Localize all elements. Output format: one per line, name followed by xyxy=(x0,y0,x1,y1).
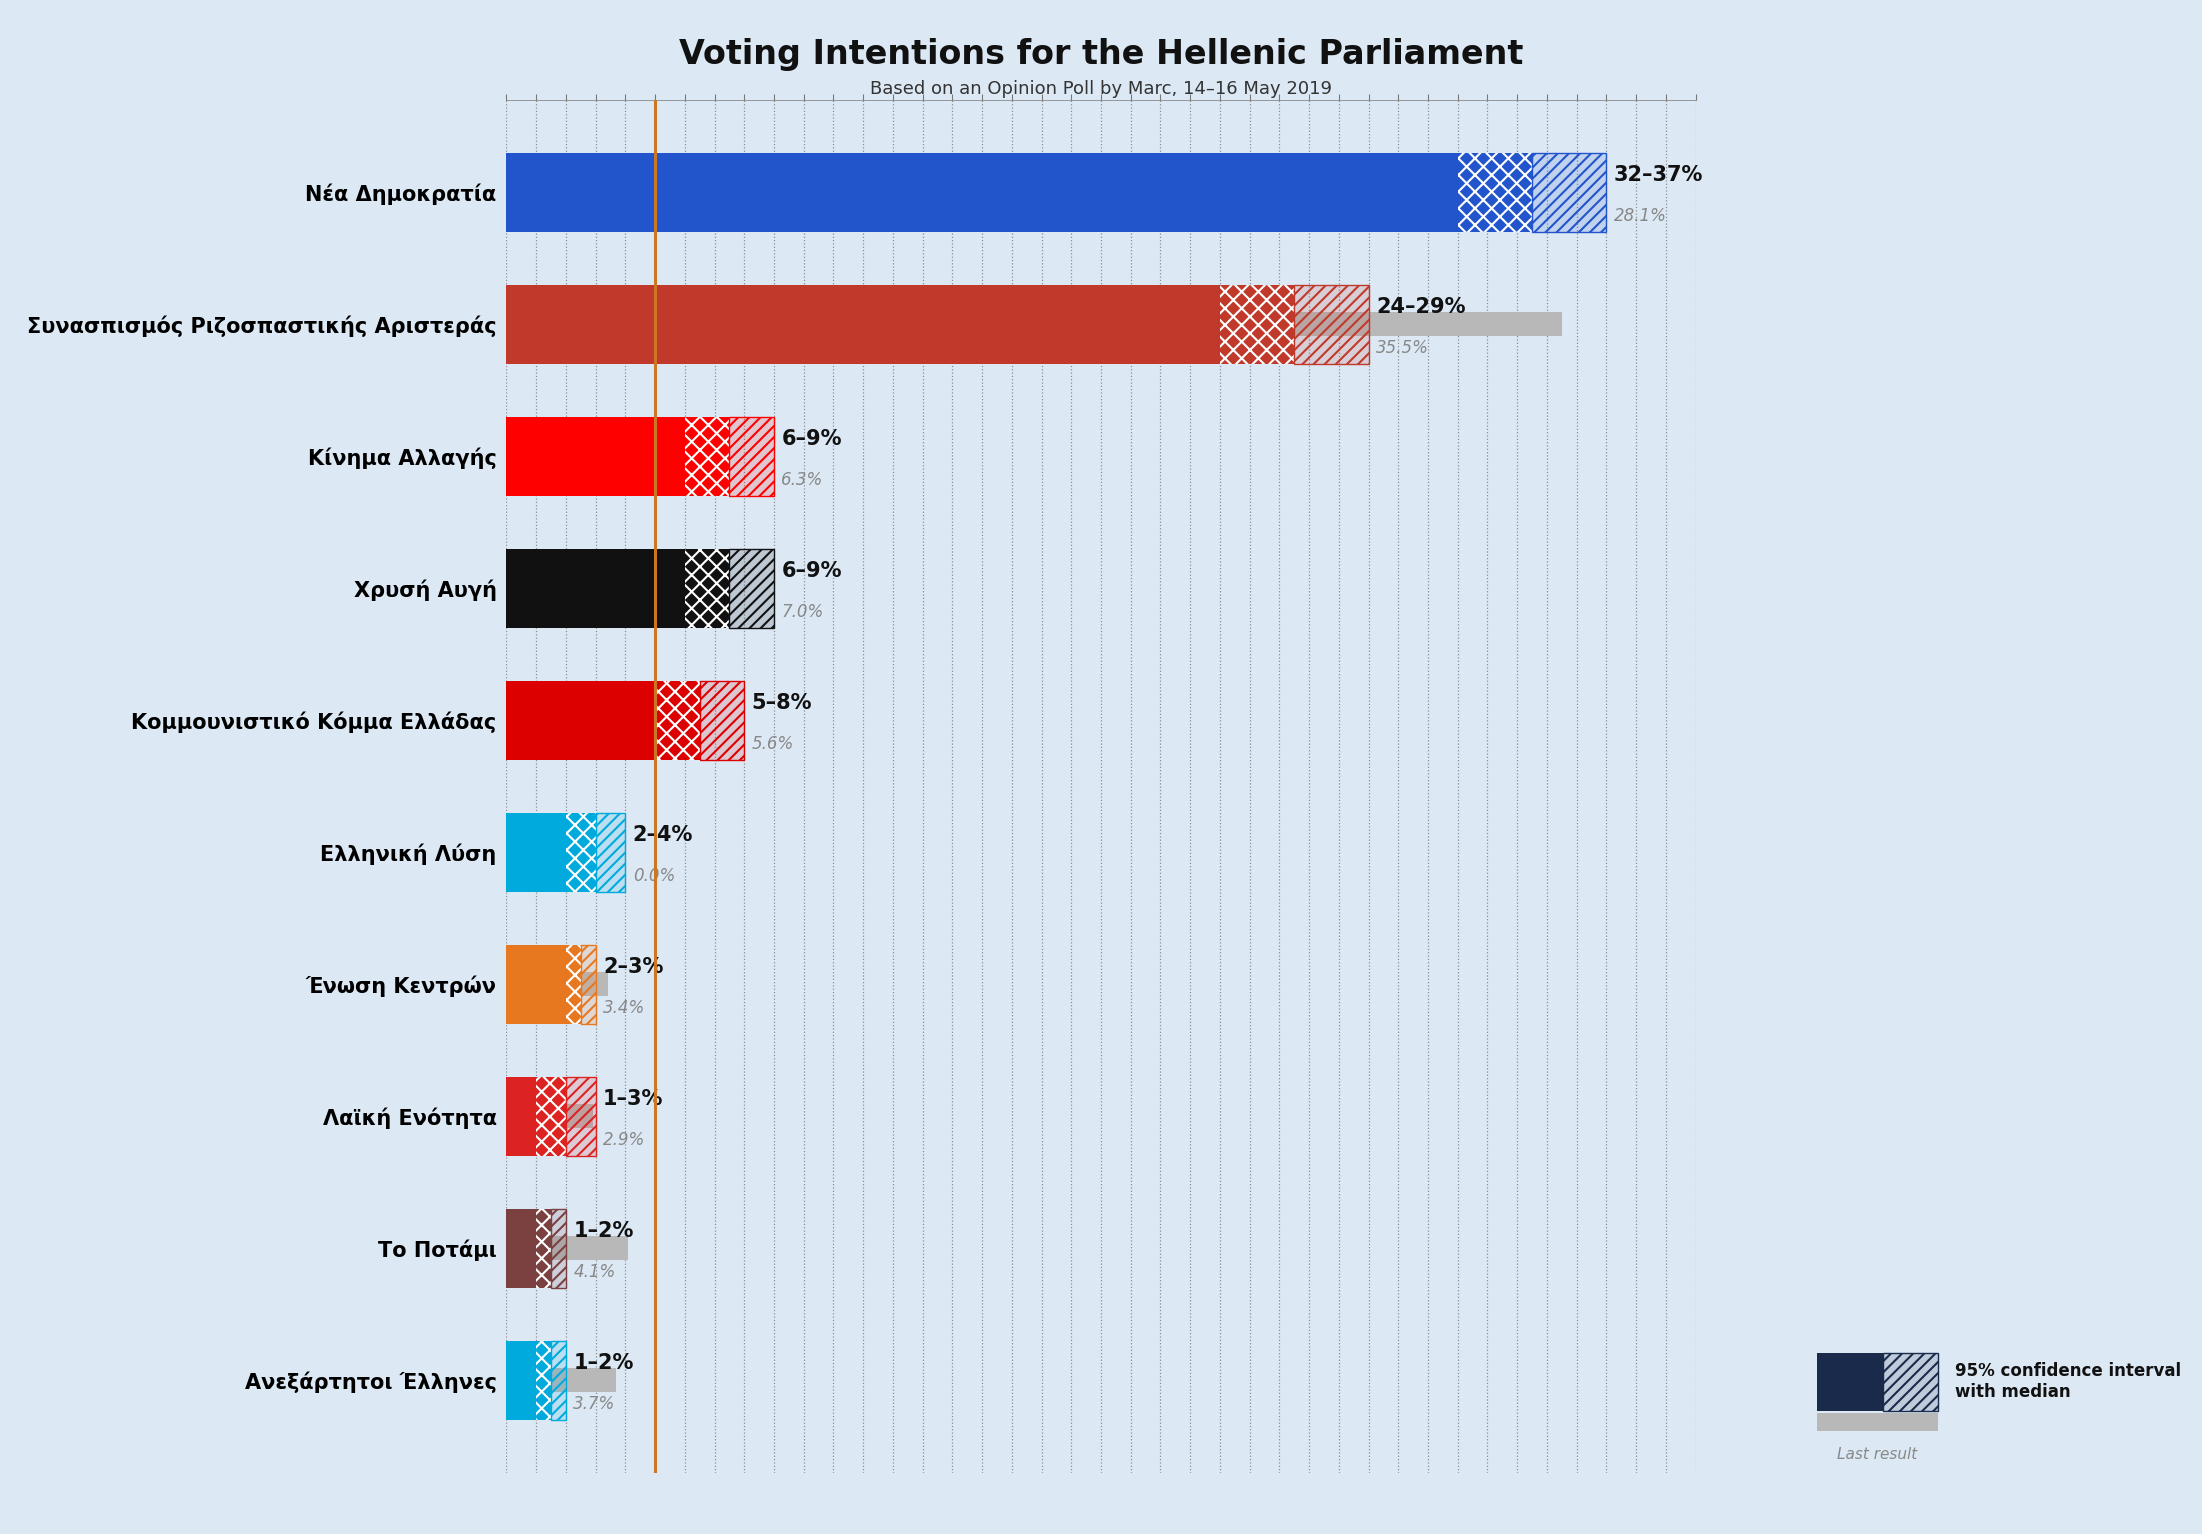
Text: 28.1%: 28.1% xyxy=(1614,207,1667,225)
Text: Last result: Last result xyxy=(1836,1447,1918,1462)
Bar xyxy=(506,709,674,732)
Bar xyxy=(506,179,1341,204)
Text: 7.0%: 7.0% xyxy=(782,603,824,621)
Text: 2–4%: 2–4% xyxy=(632,825,694,845)
Bar xyxy=(1458,152,1533,232)
Bar xyxy=(506,1077,537,1155)
Text: 35.5%: 35.5% xyxy=(1376,339,1429,357)
Bar xyxy=(581,945,595,1023)
Text: 32–37%: 32–37% xyxy=(1614,166,1702,186)
Bar xyxy=(506,577,713,600)
Bar xyxy=(506,417,685,495)
Bar xyxy=(506,445,694,468)
Bar xyxy=(506,945,566,1023)
Bar xyxy=(506,681,656,759)
Text: 2–3%: 2–3% xyxy=(603,957,663,977)
Bar xyxy=(506,1209,537,1289)
Bar xyxy=(506,1368,617,1393)
Bar xyxy=(566,945,581,1023)
Bar xyxy=(685,549,729,627)
Bar xyxy=(566,813,595,891)
Bar xyxy=(506,1341,537,1420)
Bar xyxy=(685,417,729,495)
Bar xyxy=(506,549,685,627)
Bar xyxy=(656,681,700,759)
Bar xyxy=(506,152,1458,232)
Text: 2.9%: 2.9% xyxy=(603,1131,645,1149)
Bar xyxy=(537,1209,550,1289)
Text: 0.0%: 0.0% xyxy=(632,867,676,885)
Bar xyxy=(506,1236,628,1259)
Bar xyxy=(550,1209,566,1289)
Bar xyxy=(566,1077,595,1155)
Bar xyxy=(537,1077,566,1155)
Bar xyxy=(1220,284,1295,364)
Bar xyxy=(506,313,1561,336)
Text: Voting Intentions for the Hellenic Parliament: Voting Intentions for the Hellenic Parli… xyxy=(678,38,1524,72)
Bar xyxy=(595,813,625,891)
Text: 6–9%: 6–9% xyxy=(782,561,841,581)
Bar xyxy=(506,813,566,891)
Text: 3.4%: 3.4% xyxy=(603,999,645,1017)
Bar xyxy=(729,549,775,627)
Bar xyxy=(506,284,1220,364)
Bar xyxy=(537,1341,550,1420)
Text: 3.7%: 3.7% xyxy=(573,1394,617,1413)
Bar xyxy=(729,417,775,495)
Bar xyxy=(1533,152,1605,232)
Bar xyxy=(506,1104,592,1127)
Text: 6–9%: 6–9% xyxy=(782,430,841,449)
Text: 5.6%: 5.6% xyxy=(751,735,795,753)
Text: Based on an Opinion Poll by Marc, 14–16 May 2019: Based on an Opinion Poll by Marc, 14–16 … xyxy=(870,80,1332,98)
Text: 6.3%: 6.3% xyxy=(782,471,824,489)
Bar xyxy=(1295,284,1370,364)
Bar xyxy=(550,1341,566,1420)
Text: 24–29%: 24–29% xyxy=(1376,298,1467,318)
Bar xyxy=(506,973,608,996)
Text: 1–2%: 1–2% xyxy=(573,1221,634,1241)
Text: 5–8%: 5–8% xyxy=(751,693,813,713)
Text: 4.1%: 4.1% xyxy=(573,1262,617,1281)
Bar xyxy=(700,681,744,759)
Text: 1–2%: 1–2% xyxy=(573,1353,634,1373)
Text: 1–3%: 1–3% xyxy=(603,1089,663,1109)
Text: 95% confidence interval
with median: 95% confidence interval with median xyxy=(1955,1362,2182,1401)
